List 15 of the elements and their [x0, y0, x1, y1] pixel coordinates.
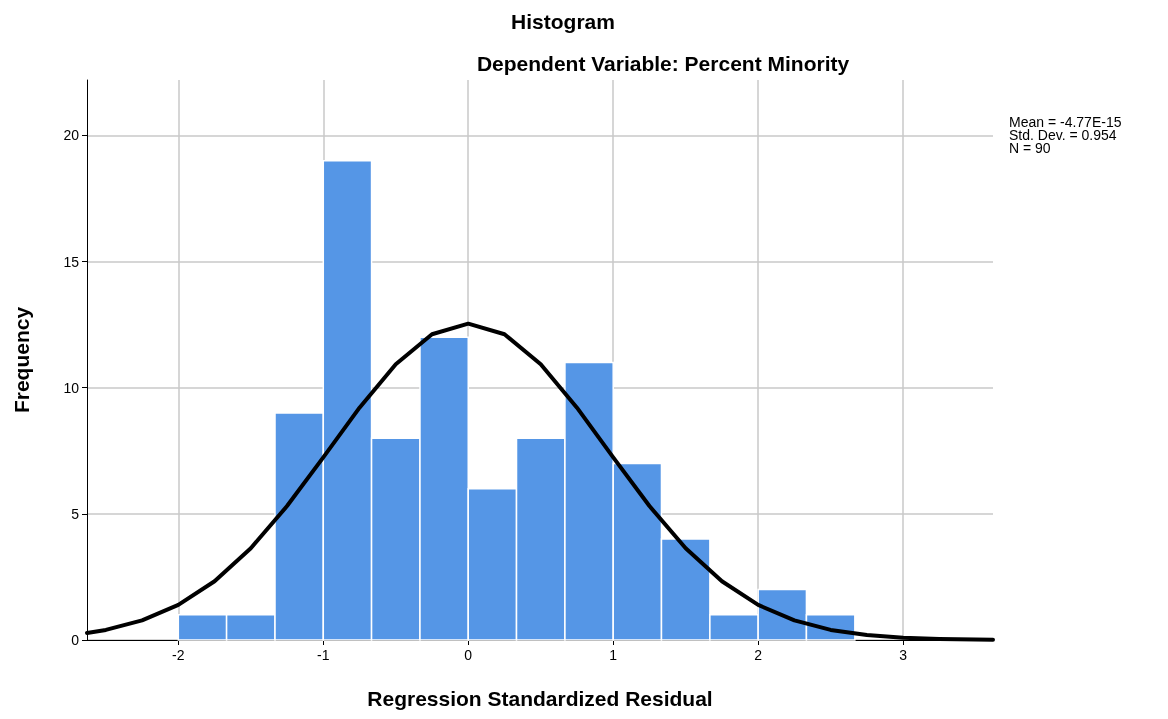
x-tick-label: 2: [754, 647, 763, 663]
y-tick-label: 5: [71, 505, 80, 522]
chart-subtitle: Dependent Variable: Percent Minority: [476, 52, 850, 75]
y-tick-label: 0: [71, 632, 80, 648]
y-axis-title: Frequency: [10, 306, 33, 414]
chart-title: Histogram: [511, 10, 615, 33]
y-tick-label: 15: [63, 253, 80, 270]
x-tick-label: -1: [317, 647, 330, 663]
x-tick-label: 3: [899, 647, 908, 663]
x-tick-label: -2: [172, 647, 185, 663]
x-axis-title: Regression Standardized Residual: [367, 687, 713, 710]
x-tick-label: 1: [609, 647, 618, 663]
y-tick-label: 10: [63, 379, 80, 396]
y-tick-label: 20: [63, 127, 80, 144]
x-tick-label: 0: [464, 647, 473, 663]
